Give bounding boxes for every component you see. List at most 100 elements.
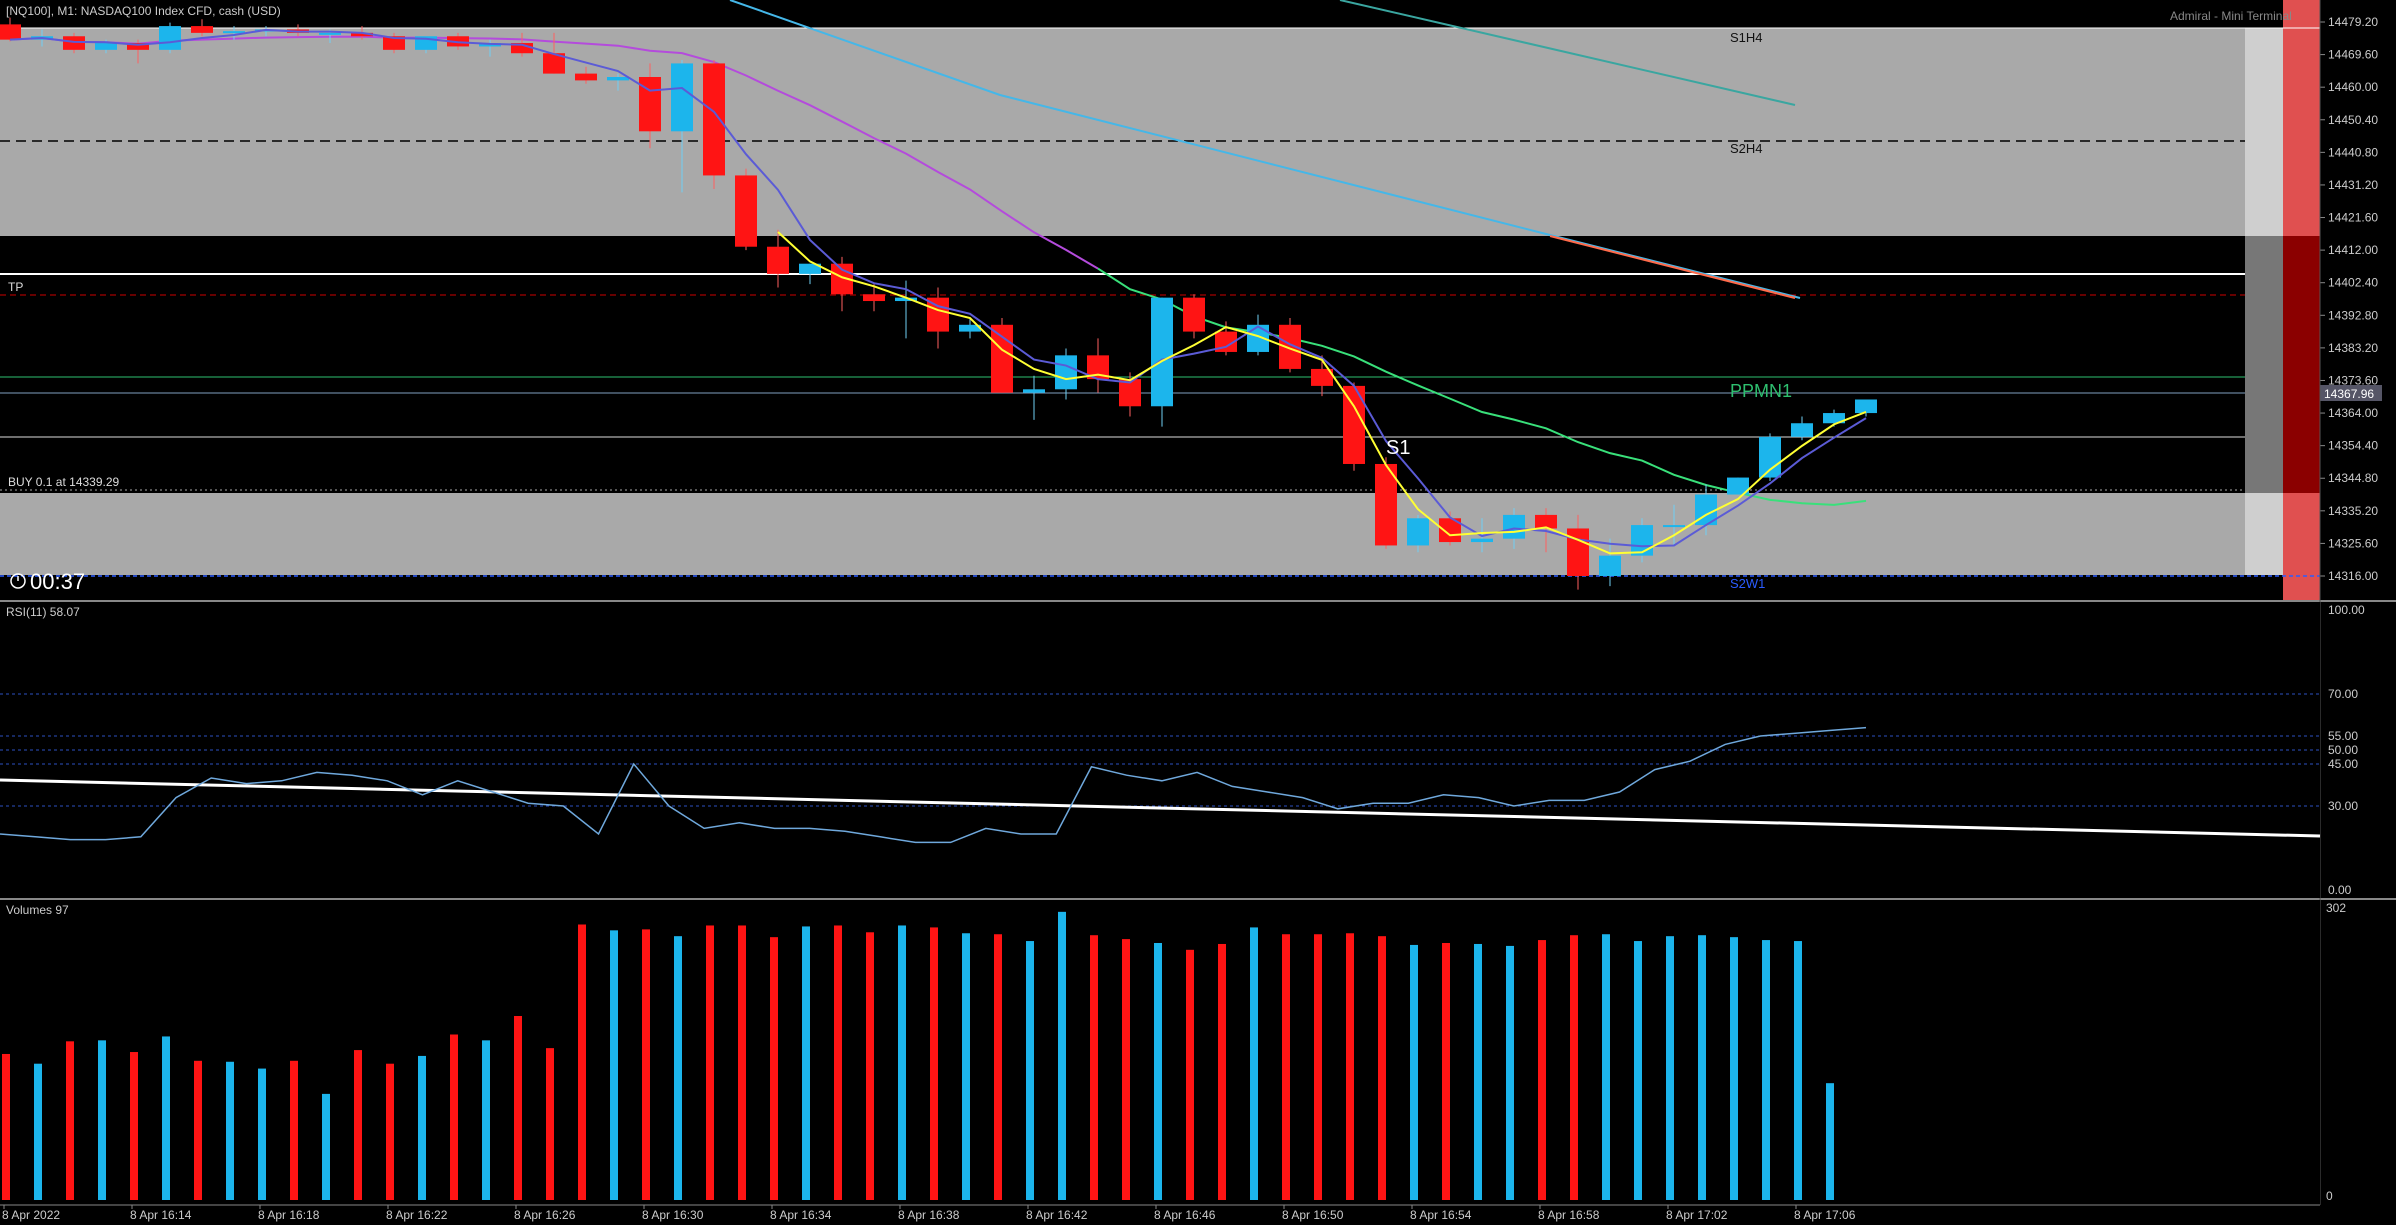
symbol-title: [NQ100], M1: NASDAQ100 Index CFD, cash (… (6, 4, 281, 18)
price-tick-label: 14354.40 (2328, 439, 2378, 453)
candle-body (159, 26, 181, 50)
candle-body (1183, 297, 1205, 332)
candlesticks (0, 17, 1877, 590)
volume-bar (1282, 934, 1290, 1200)
time-tick-label: 8 Apr 16:42 (1026, 1208, 1088, 1222)
time-tick-label: 8 Apr 16:26 (514, 1208, 576, 1222)
candle-body (383, 36, 405, 50)
volume-bar (898, 925, 906, 1200)
volume-bar (34, 1063, 42, 1200)
volume-title: Volumes 97 (6, 903, 69, 917)
candle-body (1727, 477, 1749, 495)
volume-bar (1218, 943, 1226, 1200)
volume-bar (546, 1048, 554, 1200)
volume-bar (1794, 941, 1802, 1200)
candle-body (351, 32, 373, 37)
price-tick-label: 14364.00 (2328, 406, 2378, 420)
price-tick-label: 14335.20 (2328, 504, 2378, 518)
candle-body (1535, 514, 1557, 529)
time-tick-label: 8 Apr 16:30 (642, 1208, 704, 1222)
candle-body (1279, 324, 1301, 369)
time-tick-label: 8 Apr 17:02 (1666, 1208, 1728, 1222)
volume-bar (258, 1068, 266, 1200)
time-tick-label: 8 Apr 16:54 (1410, 1208, 1472, 1222)
candle-body (319, 32, 341, 35)
candle-timer: 00:37 (30, 569, 85, 594)
volume-bar (642, 929, 650, 1200)
volume-bar (1506, 945, 1514, 1200)
volume-bar (770, 937, 778, 1200)
price-tick-label: 14383.20 (2328, 341, 2378, 355)
price-tick-label: 14344.80 (2328, 471, 2378, 485)
candle-body (863, 294, 885, 302)
rsi-line (0, 726, 1867, 844)
volume-bar (482, 1040, 490, 1200)
time-axis-labels: 8 Apr 2022 8 Apr 16:14 8 Apr 16:18 8 Apr 16… (2, 1205, 1856, 1222)
volume-bar (1154, 942, 1162, 1200)
candle-body (1343, 385, 1365, 464)
price-tick-label: 14316.00 (2328, 569, 2378, 583)
fast-ma-path (777, 231, 1867, 555)
time-axis[interactable] (0, 1205, 2396, 1225)
price-tick-label: 14440.80 (2328, 145, 2378, 159)
volume-bar (1442, 942, 1450, 1200)
candle-body (959, 324, 981, 332)
current-price-label: 14367.96 (2324, 387, 2374, 401)
mid-ma-path (9, 28, 1867, 548)
price-tick-label: 14431.20 (2328, 178, 2378, 192)
volume-bar (1634, 941, 1642, 1200)
volume-bar (1602, 934, 1610, 1200)
candle-body (1855, 399, 1877, 414)
current-price-tag (2320, 385, 2382, 401)
candle-body (0, 24, 21, 40)
side-panel-white (2245, 28, 2283, 236)
candle-body (1311, 368, 1333, 386)
price-tick-label: 14402.40 (2328, 276, 2378, 290)
price-tick-label: 14373.60 (2328, 373, 2378, 387)
candle-body (1631, 525, 1653, 556)
volume-bar (866, 932, 874, 1200)
candle-body (511, 43, 533, 54)
volume-bar (1730, 937, 1738, 1200)
candle-body (1567, 528, 1589, 576)
price-tick-label: 14325.60 (2328, 536, 2378, 550)
volume-bar (834, 925, 842, 1200)
side-panel-white (2245, 493, 2283, 575)
volume-bar (322, 1093, 330, 1200)
resistance-zone (0, 28, 2245, 236)
time-tick-label: 8 Apr 16:58 (1538, 1208, 1600, 1222)
candle-body (735, 175, 757, 247)
candle-body (575, 73, 597, 81)
volume-bar (1538, 940, 1546, 1200)
s1h4-label: S1H4 (1730, 30, 1763, 45)
candle-body (927, 297, 949, 332)
ppmn1-label: PPMN1 (1730, 381, 1792, 401)
time-tick-label: 8 Apr 16:14 (130, 1208, 192, 1222)
price-axis[interactable] (2320, 0, 2396, 600)
rsi-trendline (0, 778, 2321, 838)
candle-body (223, 31, 245, 34)
s2h4-label: S2H4 (1730, 141, 1763, 156)
time-tick-label: 8 Apr 2022 (2, 1208, 60, 1222)
time-tick-label: 8 Apr 17:06 (1794, 1208, 1856, 1222)
broker-label: Admiral - Mini Terminal (2170, 9, 2292, 23)
volume-bar (1698, 935, 1706, 1200)
tp-label: TP (8, 280, 23, 294)
candle-body (799, 263, 821, 274)
rsi-title: RSI(11) 58.07 (6, 605, 80, 619)
volume-bar (162, 1036, 170, 1200)
volume-bar (1570, 935, 1578, 1200)
candle-body (1791, 423, 1813, 437)
volume-bar (450, 1034, 458, 1200)
candle-body (703, 63, 725, 176)
volume-bar (130, 1052, 138, 1200)
price-tick-label: 14392.80 (2328, 308, 2378, 322)
price-axis-labels: 14479.20 14469.60 14460.00 14450.40 14440.80… (2320, 15, 2378, 583)
candle-body (1215, 331, 1237, 352)
volume-bar (386, 1063, 394, 1200)
volume-bar (1410, 944, 1418, 1200)
volume-bar (738, 925, 746, 1200)
time-tick-label: 8 Apr 16:38 (898, 1208, 960, 1222)
side-panel-red (2283, 493, 2320, 600)
